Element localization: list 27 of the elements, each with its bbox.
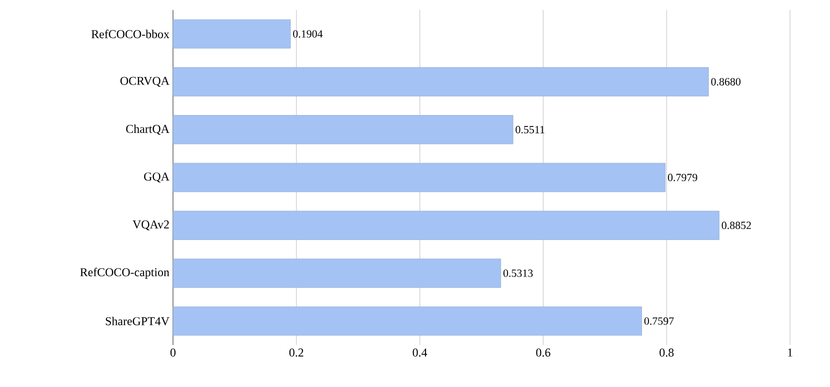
bar bbox=[172, 115, 514, 144]
x-tick-label: 0.2 bbox=[289, 348, 304, 357]
data-label: 0.8852 bbox=[722, 222, 751, 230]
x-tick-label: 1 bbox=[788, 348, 792, 356]
data-label: 0.5313 bbox=[503, 270, 533, 277]
x-tick-label: 0 bbox=[170, 348, 176, 357]
bar bbox=[172, 306, 642, 336]
y-tick-label: VQAv2 bbox=[132, 220, 169, 230]
y-tick-label: ChartQA bbox=[126, 124, 170, 135]
bar bbox=[172, 162, 666, 192]
data-label: 0.1904 bbox=[293, 30, 323, 38]
y-tick-label: OCRVQA bbox=[120, 76, 170, 87]
bar bbox=[172, 19, 291, 48]
y-tick-label: RefCOCO-caption bbox=[80, 268, 170, 279]
y-tick-label: GQA bbox=[144, 172, 170, 182]
data-label: 0.5511 bbox=[516, 126, 544, 134]
data-label: 0.8680 bbox=[711, 78, 740, 86]
data-label: 0.7979 bbox=[668, 174, 698, 182]
data-label: 0.7597 bbox=[644, 317, 674, 325]
x-tick-label: 0.8 bbox=[660, 348, 674, 357]
y-tick-label: ShareGPT4V bbox=[106, 316, 170, 326]
bar bbox=[172, 258, 501, 288]
bar bbox=[172, 67, 709, 96]
bar bbox=[172, 210, 720, 240]
x-tick-label: 0.4 bbox=[412, 348, 428, 357]
y-tick-label: RefCOCO-bbox bbox=[91, 30, 170, 38]
x-tick-label: 0.6 bbox=[536, 348, 550, 357]
